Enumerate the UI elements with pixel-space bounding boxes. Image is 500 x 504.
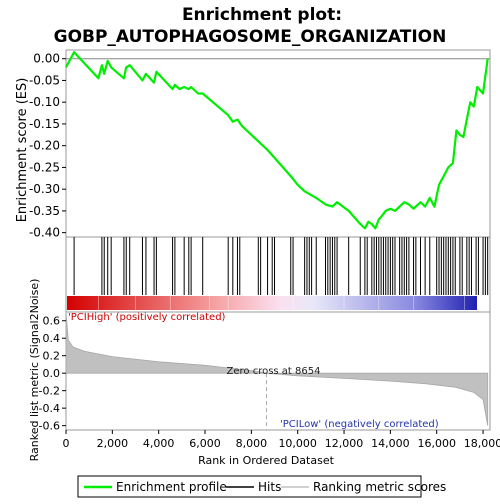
- metric-y-tick-label: 0.2: [43, 350, 61, 363]
- x-tick-label: 16,000: [417, 437, 456, 450]
- es-plot-frame: [65, 49, 491, 238]
- x-tick-label: 8,000: [236, 437, 268, 450]
- es-y-tick-label: -0.25: [29, 160, 60, 174]
- enrichment-profile-line: [65, 51, 489, 230]
- zero-cross-label: Zero cross at 8654: [227, 366, 321, 377]
- legend: Enrichment profile Hits Ranking metric sco…: [77, 475, 446, 498]
- legend-label: Enrichment profile: [116, 480, 227, 494]
- es-y-tick-label: -0.30: [29, 182, 60, 196]
- es-y-tick-label: -0.20: [29, 139, 60, 153]
- es-axis-label: Enrichment score (ES): [15, 78, 30, 223]
- x-tick-label: 4,000: [143, 437, 175, 450]
- es-y-tick-label: -0.10: [29, 95, 60, 109]
- chart-subtitle: GOBP_AUTOPHAGOSOME_ORGANIZATION: [54, 27, 447, 47]
- x-axis-label: Rank in Ordered Dataset: [198, 454, 335, 467]
- rank-color-bar: [67, 296, 477, 310]
- es-y-tick-label: -0.15: [29, 117, 60, 131]
- legend-label: Ranking metric scores: [313, 480, 446, 494]
- metric-y-tick-label: 0.4: [43, 332, 61, 345]
- es-y-tick-label: 0.00: [33, 52, 60, 66]
- x-tick-label: 6,000: [189, 437, 221, 450]
- x-tick-label: 14,000: [371, 437, 410, 450]
- legend-label: Hits: [258, 480, 281, 494]
- es-y-tick-label: -0.05: [29, 73, 60, 87]
- es-y-tick-label: -0.35: [29, 204, 60, 218]
- pcihigh-label: 'PCIHigh' (positively correlated): [68, 312, 226, 323]
- x-tick-label: 12,000: [325, 437, 364, 450]
- pcilow-label: 'PCILow' (negatively correlated): [280, 419, 439, 430]
- metric-y-tick-label: 0.6: [43, 315, 61, 328]
- x-tick-label: 2,000: [97, 437, 129, 450]
- metric-axis-label: Ranked list metric (Signal2Noise): [28, 279, 41, 462]
- x-tick-label: 18,000: [464, 437, 500, 450]
- metric-y-tick-label: -0.2: [39, 385, 60, 398]
- ranking-metric-area: [65, 311, 489, 426]
- es-y-tick-label: -0.40: [29, 226, 60, 240]
- metric-y-tick-label: -0.6: [39, 420, 60, 433]
- x-tick-label: 10,000: [278, 437, 317, 450]
- metric-y-tick-label: 0.0: [43, 367, 61, 380]
- x-tick-label: 0: [63, 437, 70, 450]
- metric-panel: 0.6 0.4 0.2 0.0 -0.2 -0.4 -0.6 Zero cross at 86…: [39, 311, 500, 450]
- es-panel: 0.00 -0.05 -0.10 -0.15 -0.20 -0.25 -0.30 -0.35 -…: [29, 49, 491, 240]
- metric-y-tick-label: -0.4: [39, 402, 60, 415]
- hits-panel: [65, 236, 491, 313]
- chart-title: Enrichment plot:: [182, 5, 342, 25]
